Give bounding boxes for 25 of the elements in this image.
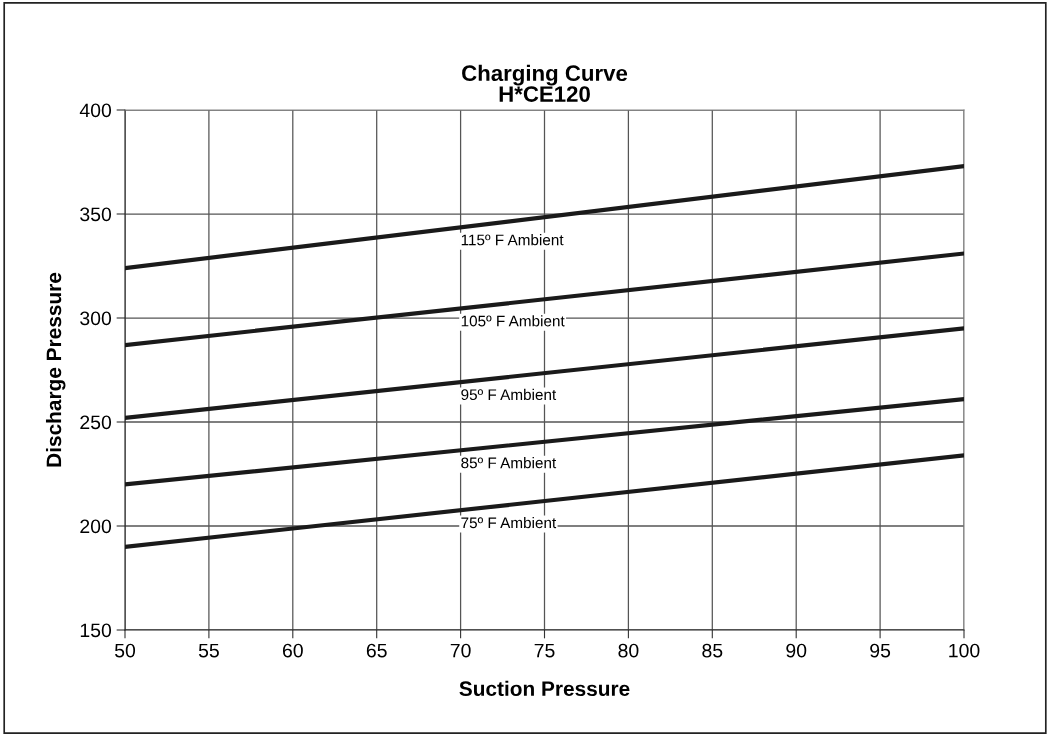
- chart-title: Charging Curve H*CE120: [462, 64, 628, 102]
- x-tick-label: 80: [618, 643, 639, 658]
- series-label: 85º F Ambient: [461, 457, 557, 469]
- series-label: 75º F Ambient: [461, 516, 557, 529]
- y-tick-label: 300: [80, 311, 112, 326]
- x-axis-title: Suction Pressure: [459, 680, 630, 697]
- x-tick-label: 100: [949, 643, 980, 658]
- y-tick-label: 150: [80, 623, 112, 638]
- y-tick-label: 350: [80, 207, 112, 222]
- x-tick-label: 75: [534, 643, 555, 658]
- series-label: 115º F Ambient: [461, 234, 564, 246]
- x-tick-label: 60: [282, 643, 303, 658]
- series-label: 105º F Ambient: [461, 315, 565, 327]
- x-tick-label: 95: [870, 643, 891, 658]
- y-tick-label: 400: [79, 103, 112, 118]
- x-tick-label: 85: [702, 643, 723, 658]
- x-tick-label: 65: [366, 643, 387, 658]
- x-tick-label: 50: [114, 643, 136, 658]
- y-tick-label: 250: [80, 415, 112, 430]
- x-tick-label: 55: [198, 643, 219, 658]
- x-tick-label: 70: [450, 643, 471, 658]
- series-label: 95º F Ambient: [461, 388, 557, 401]
- x-tick-label: 90: [786, 643, 807, 658]
- y-axis-title: Discharge Pressure: [45, 272, 66, 467]
- y-tick-label: 200: [80, 519, 112, 534]
